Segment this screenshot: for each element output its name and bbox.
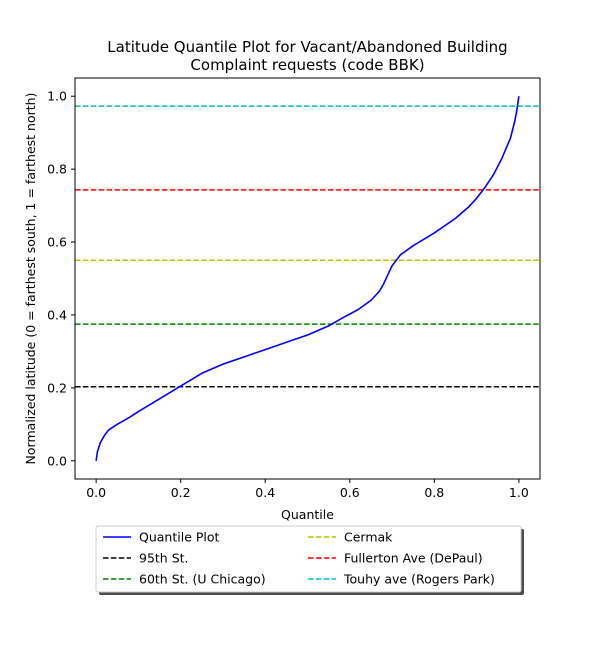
x-axis: 0.0 0.2 0.4 0.6 0.8 1.0 xyxy=(86,479,529,500)
x-axis-label: Quantile xyxy=(281,507,334,522)
legend-label-cermak: Cermak xyxy=(344,530,393,545)
legend: Quantile Plot 95th St. 60th St. (U Chicago… xyxy=(95,525,524,595)
y-tick-label: 1.0 xyxy=(47,89,67,104)
legend-label-touhy-ave-rogers-park: Touhy ave (Rogers Park) xyxy=(343,572,495,587)
legend-label-fullerton-ave-depaul: Fullerton Ave (DePaul) xyxy=(344,551,483,566)
y-tick-label: 0.0 xyxy=(47,453,67,468)
y-tick-label: 0.2 xyxy=(47,380,67,395)
legend-label-95th-st: 95th St. xyxy=(139,551,189,566)
legend-entries: Quantile Plot 95th St. 60th St. (U Chicago… xyxy=(103,530,495,587)
x-tick-label: 1.0 xyxy=(509,485,529,500)
x-tick-label: 0.4 xyxy=(255,485,275,500)
chart-title-line-2: Complaint requests (code BBK) xyxy=(190,56,424,74)
y-tick-label: 0.8 xyxy=(47,162,67,177)
legend-box xyxy=(95,525,522,593)
plot-frame xyxy=(74,77,541,480)
legend-label-quantile-plot: Quantile Plot xyxy=(139,530,220,545)
y-tick-label: 0.6 xyxy=(47,235,67,250)
chart-title-line-1: Latitude Quantile Plot for Vacant/Abando… xyxy=(107,38,507,56)
x-tick-label: 0.8 xyxy=(424,485,444,500)
y-axis-label: Normalized latitude (0 = farthest south,… xyxy=(23,93,38,465)
x-tick-label: 0.6 xyxy=(340,485,360,500)
legend-label-60th-st-u-chicago: 60th St. (U Chicago) xyxy=(139,572,266,587)
quantile-plot-line xyxy=(95,96,520,461)
y-tick-label: 0.4 xyxy=(47,307,67,322)
y-axis: 0.0 0.2 0.4 0.6 0.8 1.0 xyxy=(47,89,75,468)
x-tick-label: 0.0 xyxy=(86,485,106,500)
plot-area xyxy=(75,96,540,461)
x-tick-label: 0.2 xyxy=(171,485,191,500)
